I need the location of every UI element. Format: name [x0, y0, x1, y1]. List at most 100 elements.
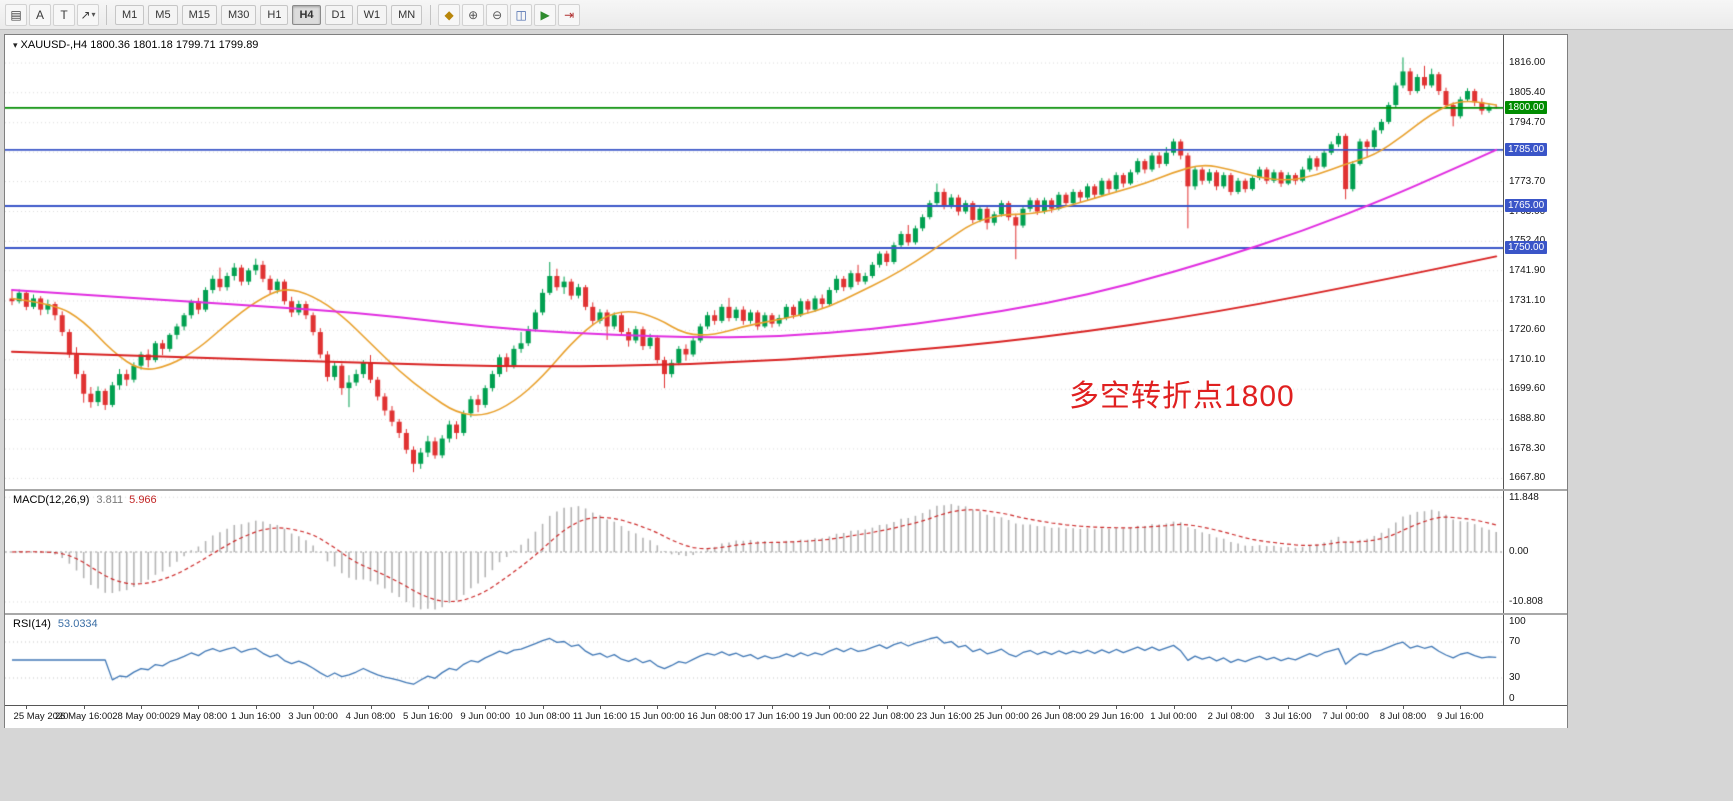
time-axis-tick: [313, 706, 315, 709]
time-axis-label: 11 Jun 16:00: [572, 711, 628, 722]
time-axis-label: 28 May 00:00: [112, 711, 170, 722]
arrows-tool-button[interactable]: ↗ ▾: [77, 3, 99, 26]
price-level-badge: 1800.00: [1505, 100, 1548, 114]
macd-canvas[interactable]: [5, 491, 1503, 613]
time-axis-label: 15 Jun 00:00: [629, 711, 685, 722]
price-axis-label: 1805.40: [1509, 86, 1546, 98]
time-axis-label: 1 Jul 00:00: [1150, 711, 1197, 722]
timeframe-mn-button[interactable]: MN: [391, 4, 423, 25]
timeframe-m30-button[interactable]: M30: [220, 4, 257, 25]
text-tool-button[interactable]: A: [29, 3, 51, 26]
time-axis-label: 9 Jul 16:00: [1437, 711, 1484, 722]
price-axis-label: 1794.70: [1509, 116, 1546, 128]
time-axis-label: 26 May 16:00: [54, 711, 113, 722]
price-axis-label: 1688.80: [1509, 413, 1546, 425]
time-axis-label: 26 Jun 08:00: [1031, 711, 1087, 722]
macd-axis-label: -10.808: [1509, 595, 1543, 607]
rsi-label: RSI(14) 53.0334: [13, 618, 98, 630]
time-axis-tick: [829, 706, 831, 709]
auto-scroll-icon[interactable]: ▶: [534, 3, 557, 26]
time-axis-label: 29 Jun 16:00: [1088, 711, 1144, 722]
timeframe-m1-button[interactable]: M1: [115, 4, 145, 25]
tile-windows-icon[interactable]: ◫: [510, 3, 533, 26]
rsi-axis-label: 70: [1509, 636, 1521, 647]
arrow-tool-icon: ↗: [80, 7, 91, 22]
macd-pane: MACD(12,26,9) 3.811 5.966 11.848 0.00 -10.80…: [5, 491, 1567, 613]
time-axis-tick: [1058, 706, 1060, 709]
time-axis-tick: [542, 706, 544, 709]
rsi-axis[interactable]: 100 70 30 0: [1503, 615, 1567, 705]
time-axis-tick: [198, 706, 200, 709]
rsi-pane: RSI(14) 53.0334 100 70 30 0: [5, 615, 1567, 705]
time-axis-tick: [255, 706, 257, 709]
time-axis-tick: [485, 706, 487, 709]
time-axis-tick: [772, 706, 774, 709]
pane-separator[interactable]: [5, 613, 1567, 615]
time-axis-label: 17 Jun 16:00: [744, 711, 800, 722]
price-axis-label: 1699.60: [1509, 383, 1546, 395]
main-chart-pane: ▾ XAUUSD-,H4 1800.36 1801.18 1799.71 1799…: [5, 35, 1567, 489]
time-axis-tick: [141, 706, 143, 709]
time-axis[interactable]: 25 May 2020 26 May 16:00 28 May 00:00 29 Ma…: [5, 705, 1567, 728]
main-chart-canvas[interactable]: [5, 35, 1503, 489]
time-axis-tick: [1402, 706, 1404, 709]
timeframe-w1-button[interactable]: W1: [356, 4, 388, 25]
zoom-out-icon[interactable]: ⊖: [486, 3, 509, 26]
price-level-badge: 1765.00: [1505, 198, 1548, 212]
chart-list-icon[interactable]: ▤: [5, 3, 27, 26]
price-level-badge: 1750.00: [1505, 240, 1548, 254]
time-axis-tick: [1345, 706, 1347, 709]
chart-shift-icon[interactable]: ⇥: [558, 3, 581, 26]
pane-separator[interactable]: [5, 489, 1567, 491]
time-axis-label: 3 Jun 00:00: [288, 711, 338, 722]
macd-axis-label: 11.848: [1509, 492, 1539, 503]
time-axis-label: 8 Jul 08:00: [1379, 711, 1427, 722]
timeframe-h4-button[interactable]: H4: [292, 4, 321, 25]
time-axis-tick: [370, 706, 372, 709]
symbol-dropdown-icon: ▾: [13, 40, 18, 50]
time-axis-tick: [83, 706, 85, 709]
price-axis-label: 1816.00: [1509, 57, 1546, 69]
price-axis[interactable]: 1816.001805.401794.701784.201773.701763.…: [1503, 35, 1567, 489]
price-axis-label: 1731.10: [1509, 294, 1546, 306]
time-axis-tick: [427, 706, 429, 709]
time-axis-tick: [1173, 706, 1175, 709]
timeframe-h1-button[interactable]: H1: [260, 4, 289, 25]
toolbar-separator: [106, 4, 107, 25]
time-axis-tick: [26, 706, 28, 709]
price-axis-label: 1678.30: [1509, 442, 1546, 454]
rsi-axis-label: 30: [1509, 672, 1521, 683]
timeframe-m5-button[interactable]: M5: [148, 4, 178, 25]
time-axis-label: 7 Jul 00:00: [1322, 711, 1369, 722]
chart-title-text: XAUUSD-,H4 1800.36 1801.18 1799.71 1799.…: [20, 39, 259, 51]
rsi-value: 53.0334: [57, 618, 98, 630]
time-axis-tick: [714, 706, 716, 709]
time-axis-label: 2 Jul 08:00: [1207, 711, 1255, 722]
time-axis-label: 4 Jun 08:00: [345, 711, 396, 722]
new-order-icon[interactable]: ◆: [438, 3, 461, 26]
macd-axis[interactable]: 11.848 0.00 -10.808: [1503, 491, 1567, 613]
rsi-canvas[interactable]: [5, 615, 1503, 705]
time-axis-label: 19 Jun 00:00: [801, 711, 857, 722]
timeframe-m15-button[interactable]: M15: [181, 4, 217, 25]
time-axis-tick: [886, 706, 888, 709]
macd-label: MACD(12,26,9) 3.811 5.966: [13, 494, 157, 506]
time-axis-label: 3 Jul 16:00: [1265, 711, 1312, 722]
macd-signal-value: 5.966: [129, 494, 157, 506]
time-axis-label: 1 Jun 16:00: [230, 711, 281, 722]
price-axis-label: 1752.40: [1509, 235, 1545, 246]
time-axis-label: 29 May 08:00: [169, 711, 228, 722]
time-axis-tick: [944, 706, 946, 709]
timeframe-d1-button[interactable]: D1: [324, 4, 353, 25]
rsi-axis-label: 0: [1509, 693, 1515, 704]
annotation-text: 多空转折点1800: [1069, 380, 1295, 413]
toolbar-separator: [430, 4, 432, 25]
rsi-axis-label: 100: [1509, 616, 1526, 627]
text-label-tool-button[interactable]: T: [53, 3, 75, 26]
price-axis-label: 1720.60: [1509, 324, 1546, 336]
time-axis-label: 22 Jun 08:00: [859, 711, 915, 722]
rsi-name: RSI(14): [13, 618, 51, 630]
time-axis-tick: [1116, 706, 1118, 709]
zoom-in-icon[interactable]: ⊕: [462, 3, 485, 26]
toolbar: ▤ A T ↗ ▾ M1 M5 M15 M30 H1 H4 D1 W1 MN ◆…: [0, 0, 1733, 30]
